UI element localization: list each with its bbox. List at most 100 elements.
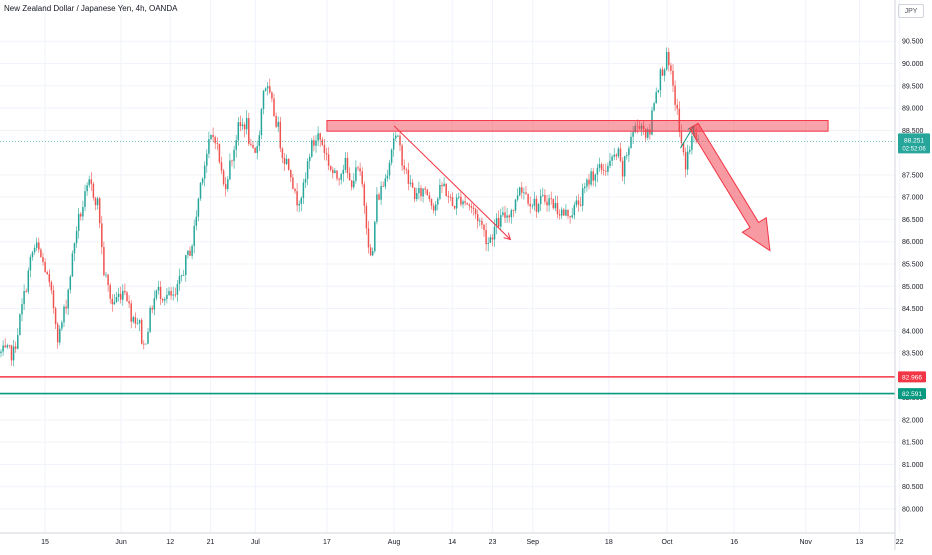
candle-body — [535, 198, 538, 212]
candle-body — [674, 85, 676, 105]
candle-body — [371, 251, 374, 256]
candle-body — [172, 294, 174, 296]
trend-arrow-head — [503, 232, 512, 241]
candle-body — [560, 209, 563, 216]
y-tick-label: 83.500 — [902, 351, 924, 358]
candle-body — [689, 149, 691, 152]
y-tick-label: 89.500 — [902, 83, 924, 90]
candle-body — [395, 135, 397, 139]
candle-body — [481, 220, 483, 225]
candle-body — [212, 135, 214, 138]
candle-body — [260, 109, 263, 136]
candle-body — [434, 204, 437, 211]
candle-body — [470, 205, 473, 208]
candle-body — [296, 191, 298, 206]
candle-body — [487, 242, 489, 245]
candle-body — [334, 170, 336, 174]
candle-body — [235, 140, 237, 150]
candle-body — [46, 272, 48, 275]
candle-body — [548, 198, 550, 206]
candle-body — [508, 215, 510, 218]
candle-body — [332, 169, 334, 174]
candle-body — [187, 250, 189, 256]
candle-body — [668, 52, 670, 66]
candle-body — [632, 132, 634, 137]
candle-body — [443, 183, 445, 187]
price-level-badge — [898, 371, 926, 383]
candle-body — [149, 307, 151, 332]
x-tick-label: 16 — [730, 539, 738, 546]
price-level-label: 82.966 — [902, 374, 922, 381]
candle-body — [686, 151, 689, 170]
candle-body — [346, 157, 349, 174]
candle-body — [77, 213, 80, 231]
candle-body — [98, 198, 101, 224]
candle-body — [2, 345, 4, 352]
candle-body — [191, 245, 193, 256]
candle-body — [285, 158, 288, 165]
candle-body — [426, 189, 429, 196]
y-tick-label: 87.500 — [902, 172, 924, 179]
candle-body — [430, 199, 433, 206]
candle-body — [168, 291, 170, 295]
candle-body — [460, 196, 462, 205]
candle-body — [134, 317, 137, 324]
candle-body — [71, 253, 74, 277]
candle-body — [546, 201, 548, 206]
candle-body — [56, 324, 59, 343]
candle-body — [321, 139, 324, 145]
candle-body — [571, 215, 573, 218]
resistance-zone — [326, 120, 829, 132]
candle-body — [124, 290, 126, 293]
candle-body — [271, 92, 273, 99]
candle-body — [565, 209, 567, 216]
candle-body — [386, 175, 389, 179]
candle-body — [531, 205, 534, 207]
candle-body — [275, 116, 277, 127]
candle-body — [363, 184, 366, 206]
candle-body — [556, 202, 559, 215]
candle-body — [466, 202, 468, 205]
candle-body — [31, 252, 34, 257]
candle-body — [542, 195, 544, 196]
y-tick-label: 88.500 — [902, 128, 924, 135]
y-tick-label: 81.000 — [902, 462, 924, 469]
current-price-badge — [898, 133, 930, 154]
candle-body — [422, 188, 424, 197]
candle-body — [539, 195, 542, 205]
candle-body — [663, 69, 666, 76]
candle-body — [462, 201, 464, 205]
candle-body — [552, 198, 555, 209]
candle-body — [441, 184, 443, 187]
candle-body — [220, 162, 223, 171]
candle-body — [558, 214, 561, 216]
candle-body — [602, 170, 605, 171]
candle-body — [250, 143, 252, 145]
candle-body — [128, 301, 130, 304]
candle-body — [413, 187, 416, 200]
candle-body — [468, 204, 471, 206]
candle-body — [382, 185, 384, 187]
candle-body — [237, 122, 240, 141]
candle-body — [605, 170, 607, 172]
candle-body — [23, 291, 25, 305]
candle-body — [266, 86, 269, 89]
candle-body — [447, 195, 450, 197]
candle-body — [115, 296, 118, 302]
candle-body — [630, 136, 632, 149]
candle-body — [176, 283, 179, 295]
currency-label[interactable]: JPY — [898, 4, 924, 18]
candle-body — [19, 314, 21, 336]
candle-body — [634, 125, 636, 133]
x-tick-label: 12 — [166, 539, 174, 546]
candle-body — [579, 204, 582, 206]
candle-body — [374, 221, 376, 252]
candle-body — [529, 203, 531, 207]
candle-body — [397, 135, 399, 137]
candle-body — [455, 197, 458, 209]
candle-body — [294, 188, 296, 192]
candle-body — [353, 180, 355, 188]
candle-body — [317, 133, 319, 141]
